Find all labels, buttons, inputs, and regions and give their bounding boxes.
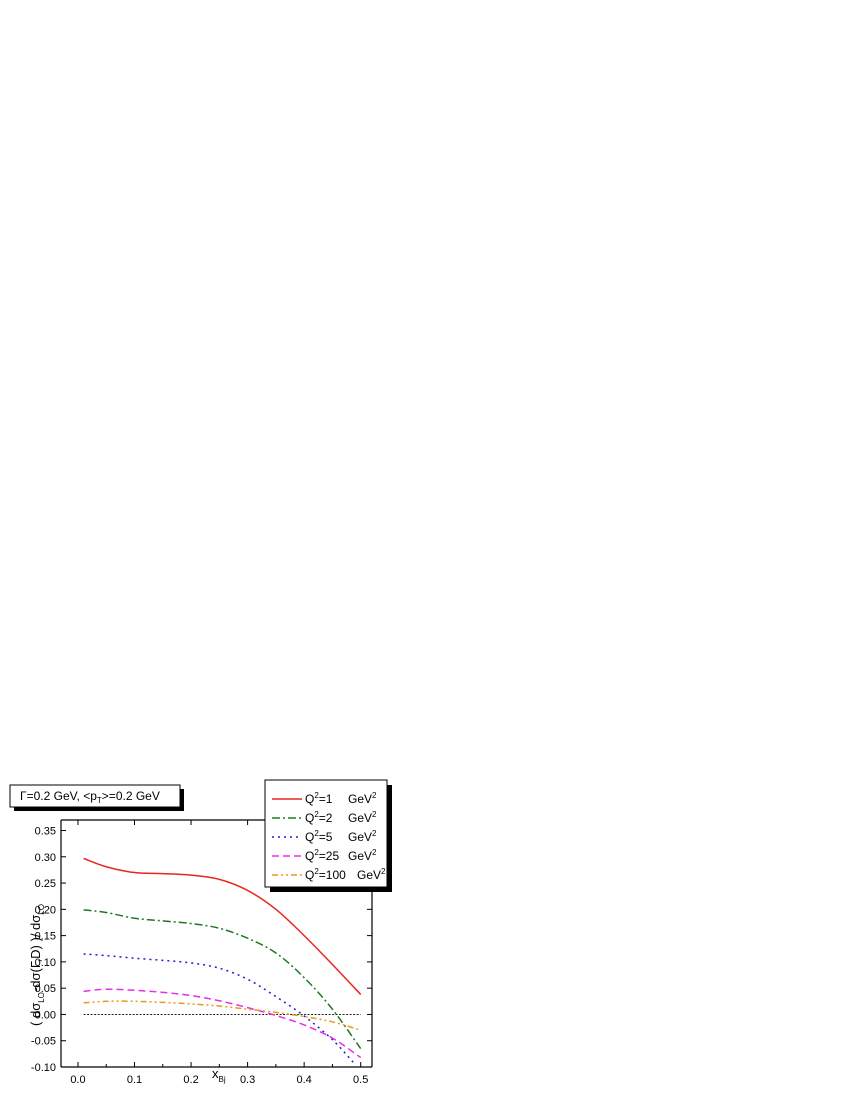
y-tick-label: 0.00 — [35, 1009, 56, 1021]
y-tick-label: 0.20 — [35, 904, 56, 916]
series-line-q2-25 — [83, 988, 362, 1059]
x-axis-title: xBj — [212, 1066, 226, 1084]
x-tick-label: 0.2 — [183, 1074, 198, 1086]
legend-label-q2-100: Q2=100 — [305, 867, 346, 882]
legend-unit: GeV2 — [357, 867, 386, 882]
x-tick-label: 0.1 — [127, 1074, 142, 1086]
series-line-q2-2 — [83, 909, 362, 1050]
y-tick-label: 0.10 — [35, 957, 56, 969]
series-line-q2-100 — [83, 1000, 361, 1031]
legend-label-q2-1: Q2=1 — [305, 791, 333, 806]
series-layer — [83, 857, 362, 1065]
legend-label-q2-25: Q2=25 — [305, 848, 339, 863]
axes-layer: 0.0 0.1 0.2 0.3 0.4 0.5 -0.10 -0.05 0.00 0.05 0.10… — [31, 819, 373, 1086]
series-line-q2-1 — [83, 857, 362, 995]
legend-label-q2-2: Q2=2 — [305, 810, 333, 825]
y-tick-label: 0.05 — [35, 983, 56, 995]
y-tick-label: -0.10 — [31, 1062, 56, 1074]
x-tick-label: 0.4 — [296, 1074, 311, 1086]
legend-label-q2-5: Q2=5 — [305, 829, 333, 844]
legend-unit: GeV2 — [348, 791, 377, 806]
annotation-text: Γ=0.2 GeV, <pT>=0.2 GeV — [20, 789, 160, 805]
annotation-box: Γ=0.2 GeV, <pT>=0.2 GeV — [9, 784, 184, 811]
y-tick-label: 0.30 — [35, 852, 56, 864]
legend-unit: GeV2 — [348, 848, 377, 863]
x-tick-label: 0.0 — [70, 1074, 85, 1086]
legend-unit: GeV2 — [348, 810, 377, 825]
y-tick-label: -0.05 — [31, 1036, 56, 1048]
legend-unit: GeV2 — [348, 829, 377, 844]
y-axis-title: ( dσLO-dσ(Γ,D) )/ dσLO — [28, 904, 46, 1026]
x-tick-label: 0.3 — [240, 1074, 255, 1086]
series-line-q2-5 — [83, 953, 356, 1065]
y-tick-label: 0.35 — [35, 826, 56, 838]
x-tick-label: 0.5 — [353, 1074, 368, 1086]
y-tick-label: 0.25 — [35, 878, 56, 890]
y-tick-label: 0.15 — [35, 931, 56, 943]
